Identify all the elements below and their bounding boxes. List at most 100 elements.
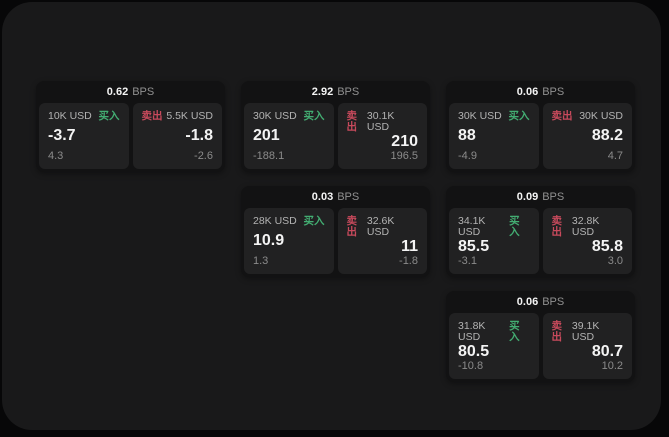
sell-tile-top: 卖出 30.1K USD bbox=[347, 111, 419, 132]
sell-tile[interactable]: 卖出 5.5K USD -1.8 -2.6 bbox=[132, 103, 222, 169]
sell-amount: 32.6K USD bbox=[366, 215, 395, 238]
bps-unit-label: BPS bbox=[337, 191, 360, 203]
buy-amount: 34.1K USD bbox=[458, 215, 486, 238]
sell-price: 80.7 bbox=[591, 342, 623, 360]
card-header: 0.06 BPS bbox=[449, 81, 632, 103]
card-header: 0.09 BPS bbox=[449, 186, 632, 208]
sell-amount: 30K USD bbox=[579, 110, 623, 122]
buy-change: -188.1 bbox=[253, 150, 285, 162]
sell-label: 卖出 bbox=[346, 110, 358, 133]
bps-value: 0.06 bbox=[516, 86, 539, 98]
bps-unit-label: BPS bbox=[542, 296, 565, 308]
sell-amount: 39.1K USD bbox=[571, 320, 600, 343]
buy-tile[interactable]: 34.1K USD 买入 85.5 -3.1 bbox=[449, 208, 539, 274]
sell-tile[interactable]: 卖出 30.1K USD 210 196.5 bbox=[337, 103, 427, 169]
sell-amount: 32.8K USD bbox=[571, 215, 600, 238]
quote-card-4[interactable]: 0.03 BPS 28K USD 买入 10.9 1.3 卖出 32.6K US… bbox=[241, 186, 430, 277]
buy-tile[interactable]: 10K USD 买入 -3.7 4.3 bbox=[39, 103, 129, 169]
bps-unit-label: BPS bbox=[132, 86, 155, 98]
card-body: 10K USD 买入 -3.7 4.3 卖出 5.5K USD -1.8 -2.… bbox=[39, 103, 222, 169]
sell-label: 卖出 bbox=[551, 110, 573, 122]
bps-unit-label: BPS bbox=[542, 86, 565, 98]
bps-value: 0.03 bbox=[311, 191, 334, 203]
sell-tile-top: 卖出 30K USD bbox=[552, 111, 624, 122]
buy-label: 买入 bbox=[509, 215, 520, 238]
buy-tile[interactable]: 30K USD 买入 88 -4.9 bbox=[449, 103, 539, 169]
buy-price: -3.7 bbox=[48, 127, 76, 145]
sell-label: 卖出 bbox=[551, 215, 563, 238]
buy-change: 1.3 bbox=[253, 255, 269, 267]
buy-tile-top: 10K USD 买入 bbox=[48, 111, 120, 122]
sell-label: 卖出 bbox=[551, 320, 563, 343]
buy-tile[interactable]: 30K USD 买入 201 -188.1 bbox=[244, 103, 334, 169]
buy-change: -4.9 bbox=[458, 150, 477, 162]
buy-label: 买入 bbox=[509, 320, 520, 343]
buy-label: 买入 bbox=[508, 110, 530, 122]
buy-amount: 30K USD bbox=[458, 110, 502, 122]
sell-tile-top: 卖出 39.1K USD bbox=[552, 321, 624, 342]
buy-label: 买入 bbox=[303, 215, 325, 227]
bps-unit-label: BPS bbox=[337, 86, 360, 98]
card-body: 31.8K USD 买入 80.5 -10.8 卖出 39.1K USD 80.… bbox=[449, 313, 632, 379]
sell-tile-top: 卖出 32.8K USD bbox=[552, 216, 624, 237]
buy-price: 88 bbox=[458, 127, 476, 145]
quote-card-2[interactable]: 2.92 BPS 30K USD 买入 201 -188.1 卖出 30.1K … bbox=[241, 81, 430, 172]
sell-label: 卖出 bbox=[346, 215, 358, 238]
card-header: 0.06 BPS bbox=[449, 291, 632, 313]
sell-tile[interactable]: 卖出 30K USD 88.2 4.7 bbox=[542, 103, 632, 169]
card-body: 34.1K USD 买入 85.5 -3.1 卖出 32.8K USD 85.8… bbox=[449, 208, 632, 274]
sell-tile[interactable]: 卖出 32.6K USD 11 -1.8 bbox=[337, 208, 427, 274]
buy-tile-top: 34.1K USD 买入 bbox=[458, 216, 530, 237]
bps-value: 0.09 bbox=[516, 191, 539, 203]
bps-value: 0.62 bbox=[106, 86, 129, 98]
quote-card-1[interactable]: 0.62 BPS 10K USD 买入 -3.7 4.3 卖出 5.5K USD… bbox=[36, 81, 225, 172]
buy-tile-top: 30K USD 买入 bbox=[253, 111, 325, 122]
buy-tile-top: 30K USD 买入 bbox=[458, 111, 530, 122]
buy-tile[interactable]: 31.8K USD 买入 80.5 -10.8 bbox=[449, 313, 539, 379]
card-header: 0.62 BPS bbox=[39, 81, 222, 103]
sell-price: 210 bbox=[391, 132, 418, 150]
card-body: 28K USD 买入 10.9 1.3 卖出 32.6K USD 11 -1.8 bbox=[244, 208, 427, 274]
buy-tile-top: 28K USD 买入 bbox=[253, 216, 325, 227]
buy-label: 买入 bbox=[303, 110, 325, 122]
sell-change: 196.5 bbox=[390, 150, 418, 162]
sell-tile[interactable]: 卖出 32.8K USD 85.8 3.0 bbox=[542, 208, 632, 274]
buy-change: -10.8 bbox=[458, 360, 484, 372]
sell-price: 11 bbox=[401, 237, 418, 255]
sell-price: 88.2 bbox=[591, 127, 623, 145]
card-header: 2.92 BPS bbox=[244, 81, 427, 103]
sell-change: 4.7 bbox=[607, 150, 623, 162]
quote-card-6[interactable]: 0.06 BPS 31.8K USD 买入 80.5 -10.8 卖出 39.1… bbox=[446, 291, 635, 382]
card-header: 0.03 BPS bbox=[244, 186, 427, 208]
buy-amount: 30K USD bbox=[253, 110, 297, 122]
sell-tile[interactable]: 卖出 39.1K USD 80.7 10.2 bbox=[542, 313, 632, 379]
sell-change: 3.0 bbox=[607, 255, 623, 267]
sell-tile-top: 卖出 32.6K USD bbox=[347, 216, 419, 237]
buy-change: -3.1 bbox=[458, 255, 477, 267]
sell-amount: 5.5K USD bbox=[166, 110, 213, 122]
buy-price: 85.5 bbox=[458, 237, 490, 255]
sell-change: 10.2 bbox=[601, 360, 623, 372]
card-body: 30K USD 买入 88 -4.9 卖出 30K USD 88.2 4.7 bbox=[449, 103, 632, 169]
sell-label: 卖出 bbox=[141, 110, 163, 122]
buy-tile-top: 31.8K USD 买入 bbox=[458, 321, 530, 342]
sell-amount: 30.1K USD bbox=[366, 110, 395, 133]
buy-amount: 10K USD bbox=[48, 110, 92, 122]
buy-amount: 28K USD bbox=[253, 215, 297, 227]
sell-price: -1.8 bbox=[185, 127, 213, 145]
quote-card-3[interactable]: 0.06 BPS 30K USD 买入 88 -4.9 卖出 30K USD 8… bbox=[446, 81, 635, 172]
bps-value: 2.92 bbox=[311, 86, 334, 98]
buy-price: 80.5 bbox=[458, 342, 490, 360]
quote-cards-grid: 0.62 BPS 10K USD 买入 -3.7 4.3 卖出 5.5K USD… bbox=[36, 81, 635, 382]
quote-card-5[interactable]: 0.09 BPS 34.1K USD 买入 85.5 -3.1 卖出 32.8K… bbox=[446, 186, 635, 277]
sell-tile-top: 卖出 5.5K USD bbox=[142, 111, 214, 122]
bps-value: 0.06 bbox=[516, 296, 539, 308]
buy-tile[interactable]: 28K USD 买入 10.9 1.3 bbox=[244, 208, 334, 274]
buy-change: 4.3 bbox=[48, 150, 64, 162]
sell-change: -2.6 bbox=[194, 150, 213, 162]
bps-unit-label: BPS bbox=[542, 191, 565, 203]
sell-price: 85.8 bbox=[591, 237, 623, 255]
buy-amount: 31.8K USD bbox=[458, 320, 486, 343]
buy-price: 10.9 bbox=[253, 232, 285, 250]
sell-change: -1.8 bbox=[399, 255, 418, 267]
